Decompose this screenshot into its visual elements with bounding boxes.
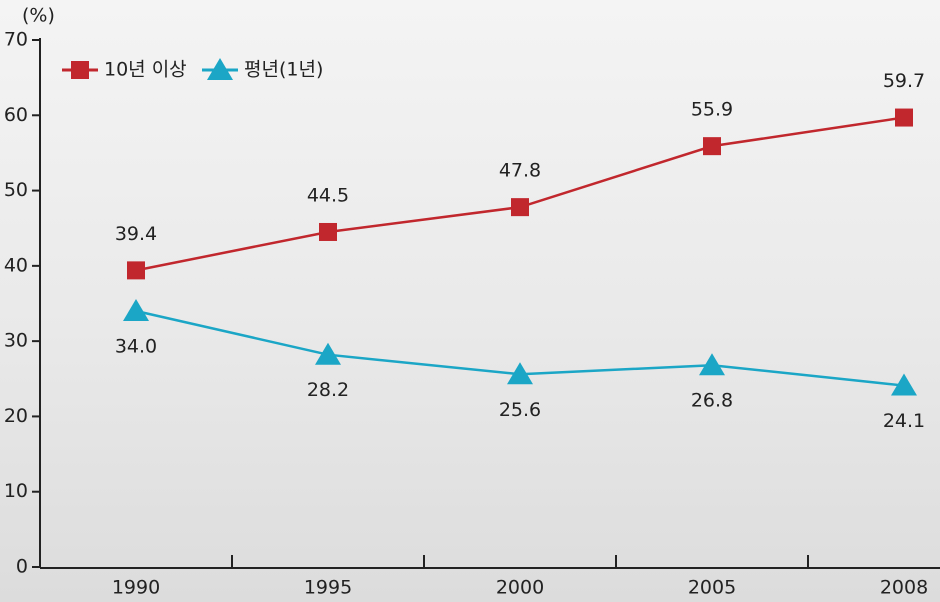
- x-tick-label: 2005: [688, 577, 736, 599]
- chart: (%) 0 10 20 30 40 50 60 70 1990 1995 2000 2005 2008 3…: [0, 0, 940, 602]
- data-label: 47.8: [499, 160, 541, 182]
- data-label: 28.2: [307, 379, 349, 401]
- marker: [319, 223, 337, 241]
- data-label: 55.9: [691, 99, 733, 121]
- y-tick-label: 50: [4, 179, 28, 201]
- marker: [71, 61, 89, 79]
- y-tick-label: 0: [16, 556, 28, 578]
- data-label: 25.6: [499, 399, 541, 421]
- x-tick-label: 1990: [112, 577, 160, 599]
- data-label: 39.4: [115, 223, 157, 245]
- y-tick-label: 30: [4, 330, 28, 352]
- marker: [703, 137, 721, 155]
- legend-label: 평년(1년): [244, 59, 323, 81]
- marker: [511, 198, 529, 216]
- y-tick-label: 40: [4, 254, 28, 276]
- marker: [895, 109, 913, 127]
- y-unit-label: (%): [22, 5, 55, 27]
- marker: [127, 261, 145, 279]
- data-label: 24.1: [883, 410, 925, 432]
- y-tick-label: 10: [4, 480, 28, 502]
- x-tick-label: 2008: [880, 577, 928, 599]
- line: [136, 118, 904, 271]
- data-label: 26.8: [691, 390, 733, 412]
- data-label: 34.0: [115, 336, 157, 358]
- data-label: 59.7: [883, 70, 925, 92]
- x-tick-label: 2000: [496, 577, 544, 599]
- marker: [699, 353, 725, 375]
- y-tick-label: 70: [4, 29, 28, 51]
- y-tick-label: 60: [4, 104, 28, 126]
- y-tick-label: 20: [4, 405, 28, 427]
- legend-label: 10년 이상: [104, 59, 187, 81]
- marker: [123, 299, 149, 321]
- x-tick-label: 1995: [304, 577, 352, 599]
- data-label: 44.5: [307, 184, 349, 206]
